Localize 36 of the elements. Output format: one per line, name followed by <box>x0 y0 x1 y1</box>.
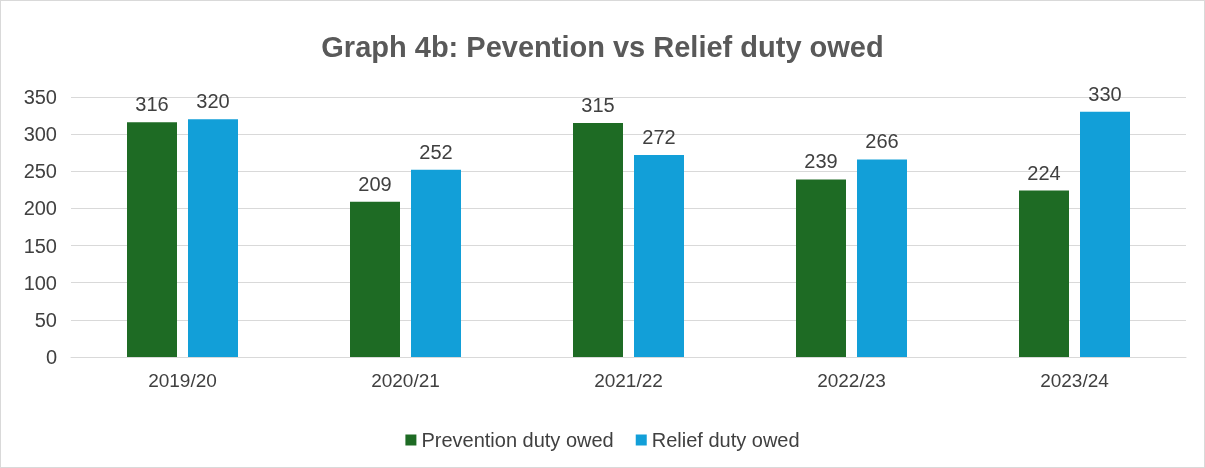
bar <box>188 119 238 357</box>
data-label: 266 <box>865 130 899 153</box>
y-tick-label: 50 <box>34 308 57 331</box>
bar <box>411 169 461 357</box>
y-tick-label: 250 <box>23 160 57 183</box>
y-tick-label: 350 <box>23 86 57 108</box>
legend-label: Prevention duty owed <box>421 429 614 451</box>
bar <box>634 154 684 357</box>
x-tick-label: 2019/20 <box>148 370 217 391</box>
y-tick-label: 0 <box>45 346 57 368</box>
y-tick-label: 100 <box>23 271 57 294</box>
chart-title: Graph 4b: Pevention vs Relief duty owed <box>321 30 884 63</box>
x-tick-label: 2023/24 <box>1040 370 1110 391</box>
bar <box>1019 190 1069 357</box>
data-label: 239 <box>804 150 838 173</box>
data-label: 316 <box>135 93 169 116</box>
bar <box>1080 111 1130 357</box>
x-tick-label: 2020/21 <box>371 370 440 391</box>
legend-label: Relief duty owed <box>651 429 800 451</box>
bar <box>796 179 846 357</box>
data-label: 320 <box>196 90 230 113</box>
data-label: 209 <box>358 172 392 195</box>
bar <box>127 122 177 357</box>
x-tick-label: 2022/23 <box>817 370 886 391</box>
bar <box>857 159 907 357</box>
y-tick-label: 300 <box>23 123 57 146</box>
data-label: 272 <box>642 125 676 148</box>
bar <box>350 201 400 357</box>
data-label: 252 <box>419 140 453 163</box>
bar <box>573 123 623 357</box>
x-tick-label: 2021/22 <box>594 370 663 391</box>
y-tick-label: 150 <box>23 234 57 257</box>
y-tick-label: 200 <box>23 197 57 220</box>
data-label: 315 <box>581 94 615 116</box>
data-label: 224 <box>1027 161 1061 184</box>
data-label: 330 <box>1088 82 1122 105</box>
